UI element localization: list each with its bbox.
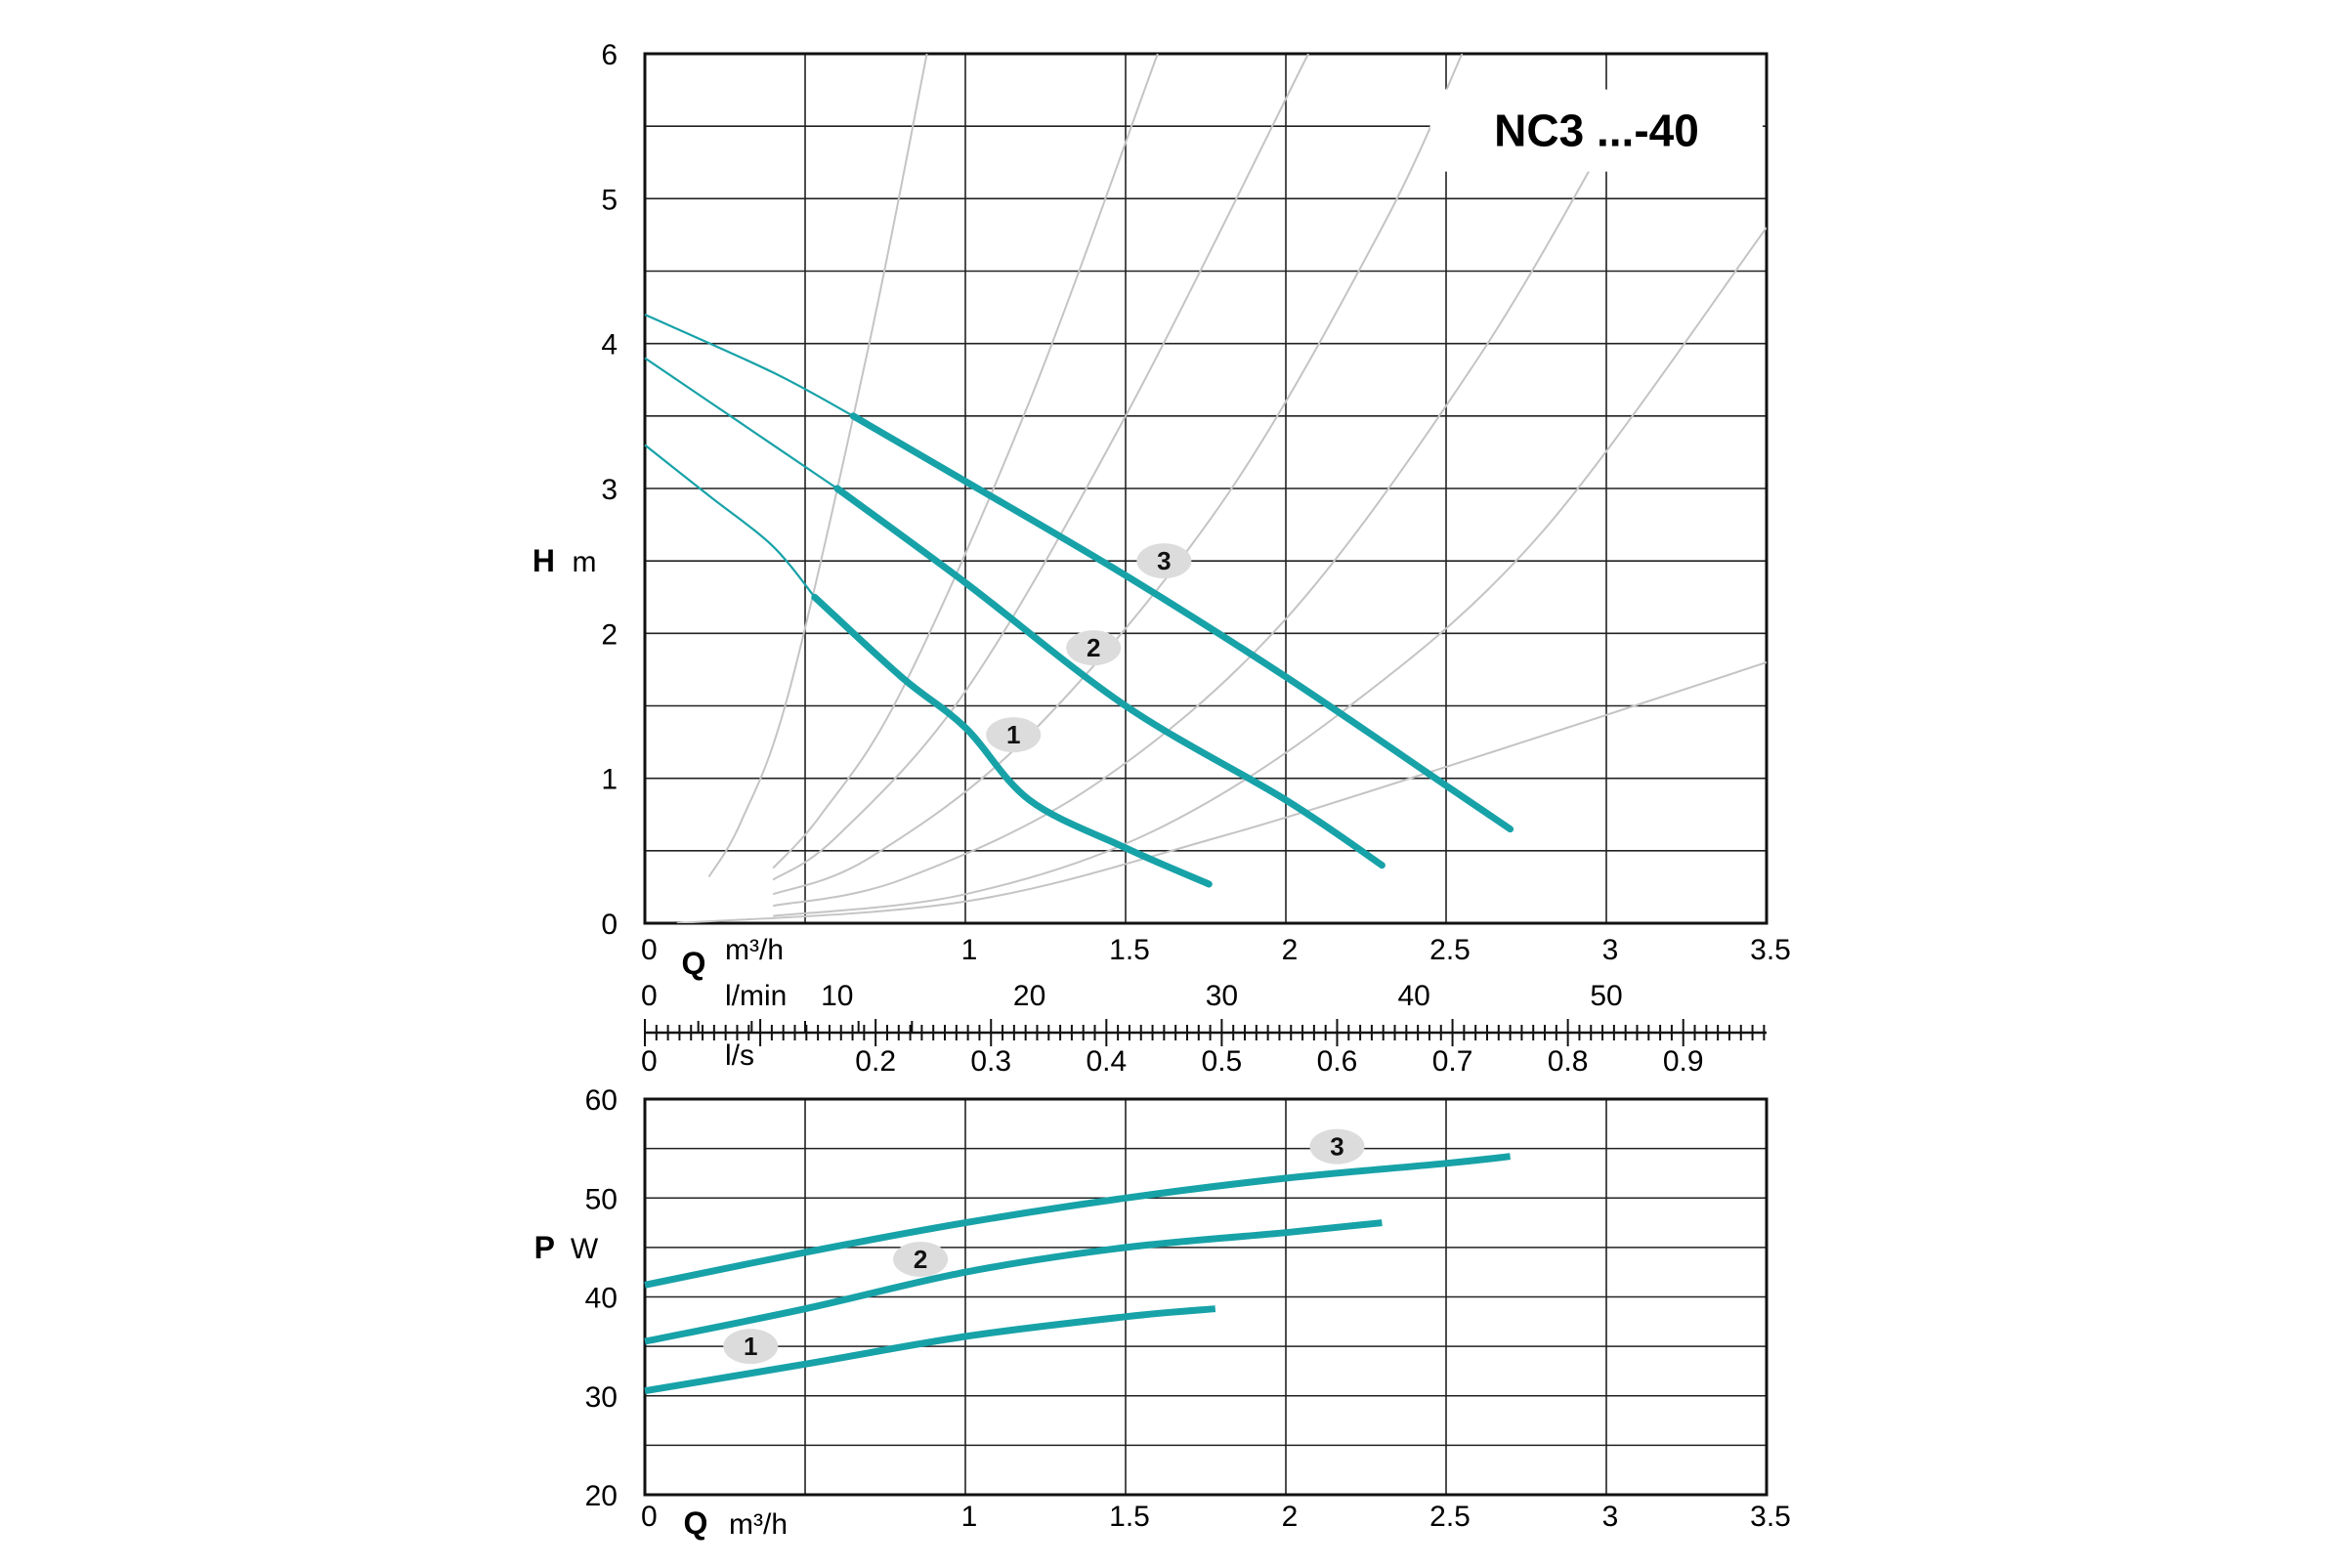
system-curve [676, 661, 1767, 923]
power-curve-1 [644, 1305, 1216, 1395]
ls-tick-label: 0.8 [1548, 1045, 1589, 1078]
power-y-tick-label: 20 [585, 1480, 618, 1512]
head-curve-badge-1: 1 [986, 717, 1042, 753]
power-y-tick-label: 40 [585, 1283, 618, 1315]
head-x-axis-unit: m³/h [725, 934, 784, 966]
curve-badge-bg [1136, 543, 1192, 579]
curve-badge-label: 2 [914, 1245, 927, 1274]
lmin-zero-label: 0 [641, 980, 658, 1012]
power-curve-line [644, 1219, 1383, 1345]
system-curve [707, 54, 928, 878]
lmin-tick-label: 10 [821, 980, 853, 1012]
system-curve [773, 110, 1624, 908]
head-chart-grid [645, 54, 1767, 923]
curve-badge-label: 1 [744, 1332, 757, 1361]
head-curve-2 [644, 357, 1386, 869]
power-x-axis-unit: m³/h [729, 1508, 788, 1541]
power-x-tick-label: 2 [1282, 1501, 1299, 1533]
curve-badge-bg [1309, 1128, 1365, 1165]
lmin-tick-label: 40 [1398, 980, 1430, 1012]
ls-tick-label: 0.9 [1663, 1045, 1704, 1078]
head-y-tick-label: 6 [601, 39, 618, 71]
head-x-tick-label: 3.5 [1750, 934, 1791, 966]
power-curve-3 [644, 1153, 1511, 1289]
head-y-tick-label: 5 [601, 184, 618, 216]
head-curve-badge-2: 2 [1066, 630, 1122, 666]
power-x-tick-label: 1 [961, 1501, 978, 1533]
ls-tick-label: 0.2 [855, 1045, 896, 1078]
curve-badge-bg [986, 717, 1042, 753]
curve-badge-bg [893, 1242, 949, 1278]
power-y-tick-label: 60 [585, 1084, 618, 1117]
power-curve-badge-3: 3 [1309, 1128, 1365, 1165]
power-y-axis-unit: W [571, 1233, 599, 1265]
power-chart-plot-frame [643, 1097, 1769, 1497]
power-x-tick-label: 0 [641, 1501, 658, 1533]
head-curve-badge-3: 3 [1136, 543, 1192, 579]
head-curve-thin [644, 444, 816, 598]
power-curve-badge-2: 2 [893, 1242, 949, 1278]
head-x-axis-symbol: Q [682, 946, 706, 981]
curve-badge-label: 3 [1330, 1132, 1343, 1162]
head-y-tick-label: 3 [601, 474, 618, 506]
ls-tick-label: 0.3 [970, 1045, 1011, 1078]
chart-title: NC3 ...-40 [1494, 106, 1699, 156]
head-x-tick-label: 1.5 [1109, 934, 1150, 966]
ls-tick-label: 0.7 [1432, 1045, 1473, 1078]
system-curve [772, 54, 1309, 881]
power-x-tick-label: 1.5 [1109, 1501, 1150, 1533]
power-curve-badge-1: 1 [723, 1329, 779, 1365]
title-box [1430, 89, 1763, 172]
ls-tick-label: 0.5 [1202, 1045, 1243, 1078]
system-curve [773, 227, 1767, 917]
head-curve-3 [644, 313, 1514, 833]
system-curve [772, 54, 1159, 869]
head-curve-thin [644, 313, 854, 417]
ls-tick-label: 0.4 [1086, 1045, 1127, 1078]
head-y-tick-label: 2 [601, 618, 618, 651]
power-curve-2 [644, 1219, 1383, 1345]
power-x-tick-label: 3.5 [1750, 1501, 1791, 1533]
power-x-tick-label: 2.5 [1429, 1501, 1471, 1533]
head-x-tick-label: 2.5 [1429, 934, 1471, 966]
head-x-tick-label: 1 [961, 934, 978, 966]
curve-badge-label: 1 [1006, 720, 1020, 749]
ls-zero-label: 0 [641, 1045, 658, 1078]
head-y-axis-unit: m [573, 546, 597, 578]
power-x-tick-label: 3 [1602, 1501, 1619, 1533]
power-curve-line [644, 1305, 1216, 1395]
head-y-tick-label: 4 [601, 329, 618, 361]
ls-unit-label: l/s [725, 1039, 754, 1072]
power-y-axis-symbol: P [534, 1230, 555, 1265]
head-y-axis-symbol: H [533, 543, 555, 578]
curve-badge-bg [723, 1329, 779, 1365]
head-x-tick-label: 3 [1602, 934, 1619, 966]
power-curve-line [644, 1153, 1511, 1289]
power-chart-grid [645, 1099, 1767, 1495]
head-curve-thick [849, 412, 1514, 833]
lmin-tick-label: 20 [1013, 980, 1045, 1012]
head-y-tick-label: 1 [601, 764, 618, 796]
head-curve-thin [644, 357, 838, 489]
head-y-tick-label: 0 [601, 909, 618, 941]
head-curve-1 [644, 444, 1213, 888]
curve-badge-bg [1066, 630, 1122, 666]
lmin-unit-label: l/min [725, 980, 787, 1012]
curve-badge-label: 2 [1087, 633, 1100, 662]
head-curve-thick [811, 593, 1213, 888]
flow-scale-ticks [644, 1019, 1766, 1046]
power-x-axis-symbol: Q [684, 1505, 708, 1541]
lmin-tick-label: 30 [1206, 980, 1238, 1012]
head-chart-plot-frame [643, 52, 1769, 925]
head-x-tick-label: 0 [641, 934, 658, 966]
head-curve-thick [833, 485, 1386, 869]
curve-badge-label: 3 [1157, 546, 1171, 575]
lmin-tick-label: 50 [1590, 980, 1622, 1012]
power-y-tick-label: 30 [585, 1381, 618, 1414]
power-y-tick-label: 50 [585, 1183, 618, 1215]
head-x-tick-label: 2 [1282, 934, 1299, 966]
ls-tick-label: 0.6 [1317, 1045, 1358, 1078]
